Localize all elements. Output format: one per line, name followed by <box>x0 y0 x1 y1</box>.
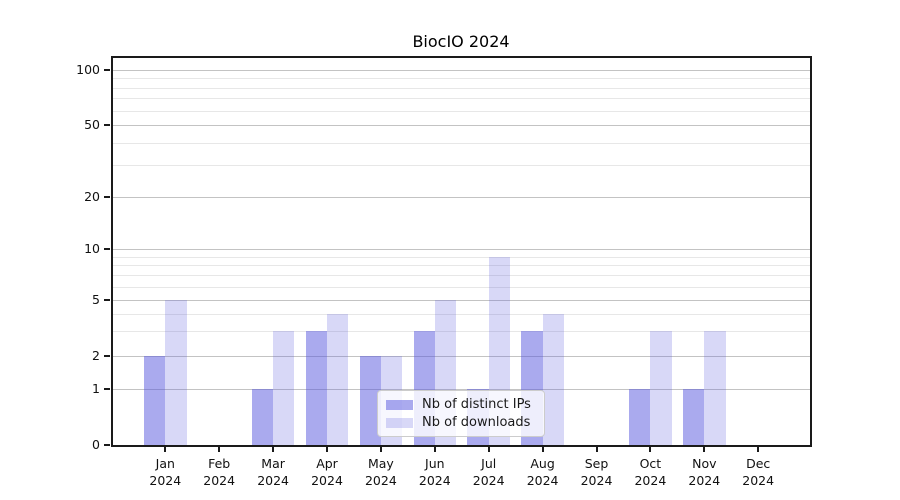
chart-title: BiocIO 2024 <box>412 32 510 51</box>
y-tick-label: 1 <box>92 381 100 396</box>
x-tick-label-jan: Jan 2024 <box>149 456 182 488</box>
gridline-major <box>113 70 810 72</box>
x-tick-label-jul: Jul 2024 <box>472 456 505 488</box>
x-tick-label-aug: Aug 2024 <box>526 456 559 488</box>
x-tick-mark <box>649 447 652 452</box>
x-tick-mark <box>164 447 167 452</box>
x-tick-mark <box>326 447 328 452</box>
x-tick-label-sep: Sep 2024 <box>580 456 613 488</box>
gridline-minor <box>113 331 810 333</box>
y-tick-mark <box>104 248 110 250</box>
x-tick-label-jun: Jun 2024 <box>418 456 451 488</box>
x-tick-mark <box>379 447 382 452</box>
y-tick-label: 5 <box>92 292 100 307</box>
bar-nov-distinct-ips <box>683 389 705 445</box>
x-tick-mark <box>595 447 598 452</box>
bar-mar-distinct-ips <box>251 389 274 445</box>
x-tick-label-nov: Nov 2024 <box>688 456 721 488</box>
y-tick-label: 50 <box>84 117 100 132</box>
gridline-major <box>113 389 810 391</box>
x-tick-label-dec: Dec 2024 <box>742 456 775 488</box>
x-tick-mark <box>541 447 544 452</box>
legend-item-distinct-ips: Nb of distinct IPs <box>386 398 535 412</box>
y-tick-mark <box>104 388 110 390</box>
bar-apr-distinct-ips <box>305 331 327 445</box>
y-tick-mark <box>104 196 110 198</box>
gridline-minor <box>113 87 810 89</box>
gridline-minor <box>113 286 810 288</box>
gridline-minor <box>113 110 810 112</box>
x-tick-label-oct: Oct 2024 <box>634 456 667 488</box>
gridline-major <box>113 249 810 251</box>
x-tick-mark <box>757 447 760 452</box>
legend-label-downloads: Nb of downloads <box>422 415 531 430</box>
x-tick-mark <box>272 447 275 452</box>
gridline-minor <box>113 98 810 100</box>
gridline-major <box>113 356 810 358</box>
x-tick-label-may: May 2024 <box>364 456 397 488</box>
y-tick-label: 0 <box>92 437 100 452</box>
legend-swatch-downloads <box>386 418 413 428</box>
gridline-major <box>113 197 810 199</box>
y-tick-mark <box>104 124 110 126</box>
y-tick-label: 10 <box>84 241 100 256</box>
bar-may-distinct-ips <box>359 356 381 445</box>
bar-oct-distinct-ips <box>629 389 651 445</box>
plot-area <box>113 58 810 445</box>
bar-aug-downloads <box>542 313 564 445</box>
gridline-minor <box>113 265 810 267</box>
gridline-major <box>113 125 810 127</box>
x-tick-mark <box>703 447 706 452</box>
y-tick-mark <box>104 444 110 446</box>
legend-item-downloads: Nb of downloads <box>386 416 535 430</box>
x-tick-mark <box>433 447 436 452</box>
bar-nov-downloads <box>704 331 726 445</box>
x-tick-mark <box>218 447 221 452</box>
gridline-major <box>113 300 810 302</box>
x-tick-label-mar: Mar 2024 <box>257 456 289 488</box>
legend-swatch-distinct-ips <box>386 400 413 410</box>
gridline-minor <box>113 142 810 144</box>
y-tick-mark <box>104 69 110 71</box>
y-tick-mark <box>104 355 110 357</box>
x-tick-label-feb: Feb 2024 <box>203 456 236 488</box>
y-tick-label: 100 <box>76 62 100 77</box>
bar-jan-downloads <box>165 300 187 445</box>
y-tick-mark <box>104 299 110 301</box>
y-tick-label: 20 <box>84 189 100 204</box>
gridline-minor <box>113 78 810 80</box>
y-tick-label: 2 <box>92 348 100 363</box>
gridline-minor <box>113 256 810 258</box>
bar-oct-downloads <box>650 331 672 445</box>
gridline-minor <box>113 313 810 315</box>
gridline-minor <box>113 165 810 167</box>
x-tick-mark <box>487 447 490 452</box>
x-tick-label-apr: Apr 2024 <box>311 456 343 488</box>
bar-mar-downloads <box>273 331 295 445</box>
bar-jan-distinct-ips <box>144 356 166 445</box>
legend: Nb of distinct IPs Nb of downloads <box>377 390 545 437</box>
gridline-minor <box>113 275 810 277</box>
legend-label-distinct-ips: Nb of distinct IPs <box>422 397 531 412</box>
bar-apr-downloads <box>327 313 349 445</box>
